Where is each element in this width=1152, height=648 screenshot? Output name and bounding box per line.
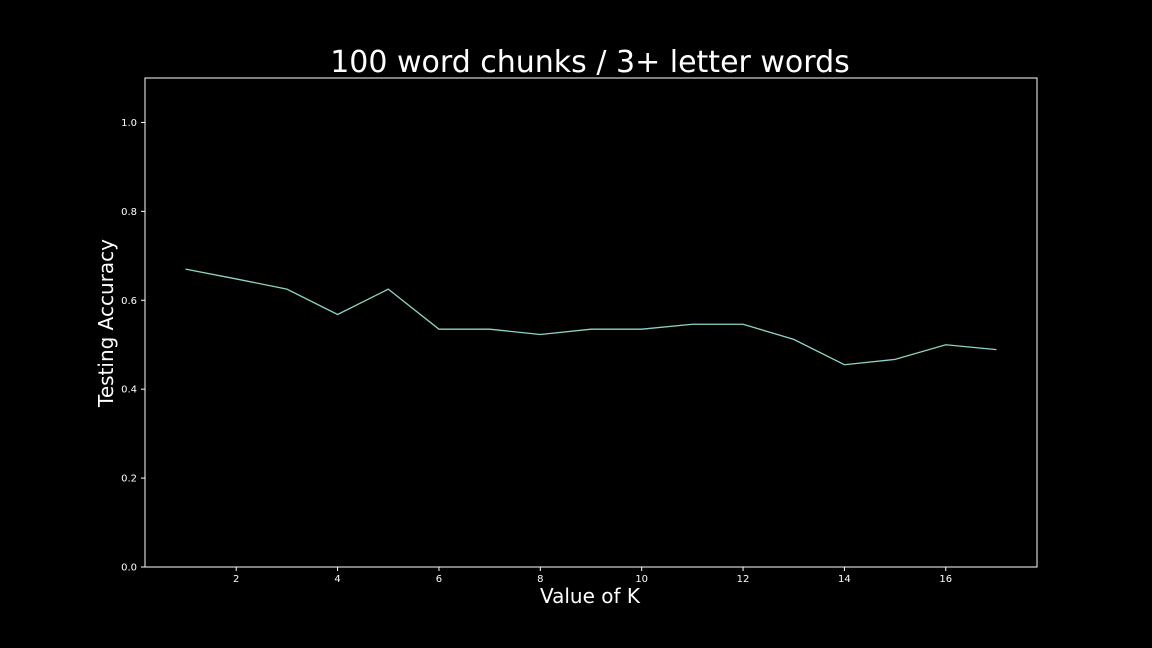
x-tick-label: 12: [737, 574, 750, 585]
data-point: [691, 323, 693, 325]
data-point: [184, 268, 186, 270]
data-point: [843, 364, 845, 366]
x-tick-label: 2: [233, 574, 239, 585]
data-point: [945, 344, 947, 346]
plot-area-frame: [144, 77, 1038, 568]
y-axis-ticks: 0.0 0.2 0.4 0.6 0.8 1.0: [121, 118, 145, 574]
x-tick-label: 8: [537, 574, 543, 585]
y-tick-label: 1.0: [121, 118, 137, 129]
y-tick-label: 0.4: [121, 385, 137, 396]
data-point: [742, 323, 744, 325]
data-point: [590, 328, 592, 330]
data-point: [640, 328, 642, 330]
data-point: [438, 328, 440, 330]
data-point: [235, 278, 237, 280]
data-point: [793, 338, 795, 340]
x-tick-label: 4: [334, 574, 340, 585]
data-point: [995, 348, 997, 350]
data-point: [286, 288, 288, 290]
chart-title: 100 word chunks / 3+ letter words: [330, 45, 850, 80]
data-point: [488, 328, 490, 330]
y-axis-label: Testing Accuracy: [94, 239, 118, 408]
x-axis-label: Value of K: [540, 584, 641, 608]
y-tick-label: 0.8: [121, 207, 137, 218]
data-point: [387, 288, 389, 290]
y-tick-label: 0.0: [121, 563, 137, 574]
data-point: [539, 333, 541, 335]
y-tick-label: 0.6: [121, 296, 137, 307]
x-tick-label: 14: [838, 574, 851, 585]
y-tick-label: 0.2: [121, 474, 137, 485]
data-point: [894, 358, 896, 360]
x-axis-ticks: 2 4 6 8 10 12 14 16: [233, 567, 952, 585]
x-tick-label: 6: [436, 574, 442, 585]
x-tick-label: 16: [939, 574, 952, 585]
series-line: [185, 268, 997, 366]
data-point: [336, 313, 338, 315]
x-tick-label: 10: [635, 574, 648, 585]
